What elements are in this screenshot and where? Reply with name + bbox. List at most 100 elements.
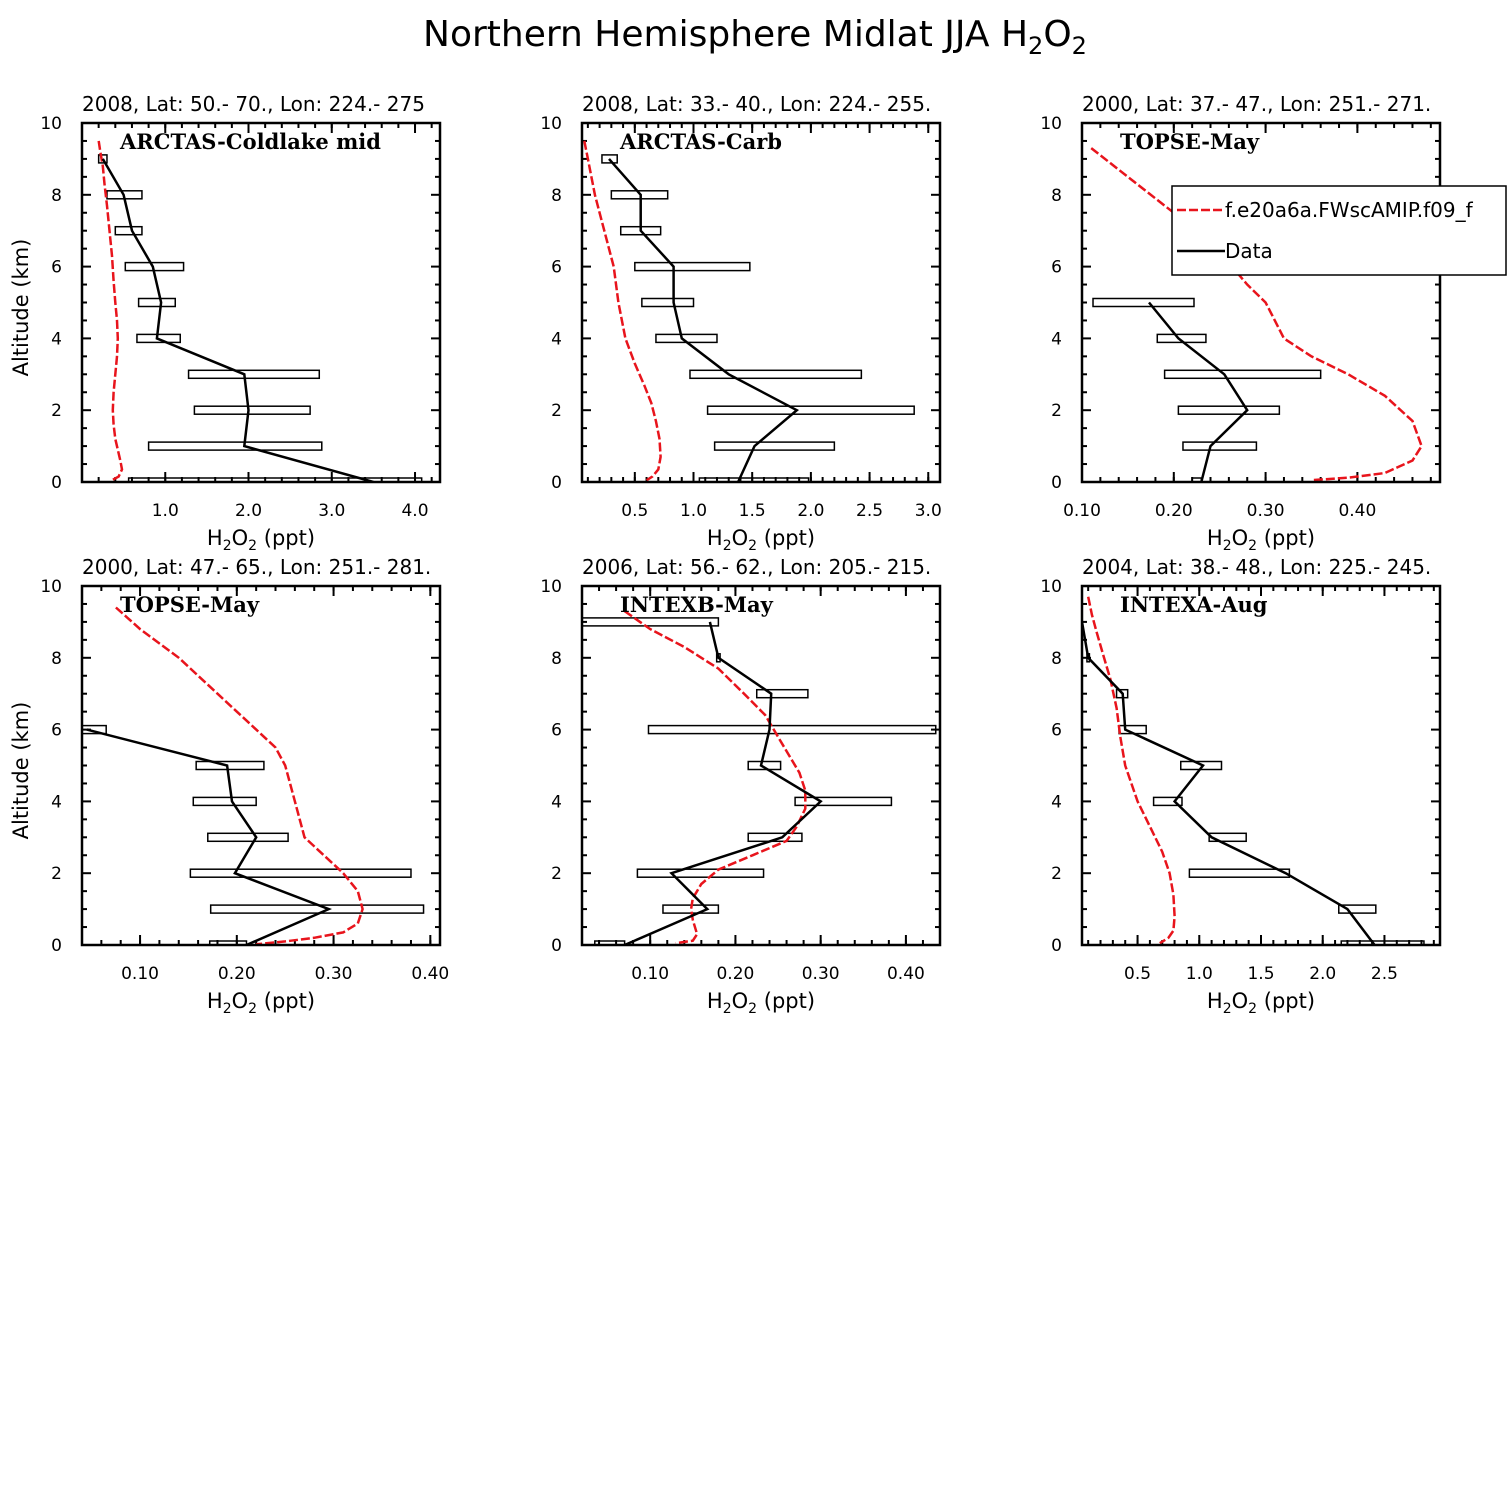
range-bar bbox=[1163, 369, 1322, 380]
campaign-label: INTEXB-May bbox=[620, 592, 774, 617]
figure-title: Northern Hemisphere Midlat JJA H2O2 bbox=[423, 14, 1087, 60]
x-tick-label: 2.0 bbox=[235, 501, 262, 521]
range-bar bbox=[97, 154, 108, 164]
y-tick-label: 2 bbox=[51, 401, 62, 421]
panel-6: 2004, Lat: 38.- 48., Lon: 225.- 245. 0 2 4 6… bbox=[1040, 555, 1442, 1017]
legend-data-label: Data bbox=[1225, 239, 1273, 263]
x-tick-label: 1.5 bbox=[739, 501, 766, 521]
y-tick-label: 0 bbox=[51, 473, 62, 493]
x-tick-label: 0.30 bbox=[315, 964, 353, 984]
x-tick-label: 3.0 bbox=[915, 501, 942, 521]
y-tick-label: 10 bbox=[1040, 114, 1062, 134]
plot-area bbox=[82, 606, 425, 945]
panel-title: 2000, Lat: 37.- 47., Lon: 251.- 271. bbox=[1082, 92, 1431, 116]
data-line bbox=[86, 728, 332, 945]
y-tick-label: 6 bbox=[551, 258, 562, 278]
range-bar bbox=[189, 868, 412, 878]
range-bar bbox=[127, 477, 423, 482]
y-tick-label: 6 bbox=[51, 258, 62, 278]
y-axis-label: Altitude (km) bbox=[9, 239, 33, 377]
range-bar bbox=[195, 760, 265, 771]
y-axis-label: Altitude (km) bbox=[9, 702, 33, 840]
range-bar bbox=[1340, 940, 1425, 945]
range-bar bbox=[209, 904, 425, 914]
y-tick-label: 0 bbox=[551, 473, 562, 493]
model-line bbox=[97, 140, 124, 482]
range-bar bbox=[594, 940, 626, 945]
x-tick-label: 0.10 bbox=[1063, 501, 1101, 521]
range-bar bbox=[636, 868, 765, 878]
plot-frame bbox=[580, 584, 942, 947]
x-tick-label: 0.10 bbox=[121, 964, 159, 984]
x-tick-label: 0.40 bbox=[887, 964, 925, 984]
range-bar bbox=[747, 832, 803, 843]
x-tick-label: 2.0 bbox=[797, 501, 824, 521]
panel-title: 2006, Lat: 56.- 62., Lon: 205.- 215. bbox=[582, 555, 931, 579]
range-bar bbox=[706, 405, 915, 415]
range-bar bbox=[713, 441, 836, 451]
y-tick-label: 0 bbox=[51, 936, 62, 956]
y-tick-label: 8 bbox=[51, 649, 62, 669]
plot-frame bbox=[80, 584, 442, 947]
y-tick-label: 6 bbox=[551, 721, 562, 741]
y-tick-label: 4 bbox=[1051, 792, 1062, 812]
range-bar bbox=[582, 617, 720, 627]
panel-2: 2008, Lat: 33.- 40., Lon: 224.- 255. 0 2 4 6… bbox=[540, 92, 941, 554]
x-tick-label: 0.20 bbox=[1155, 501, 1193, 521]
range-bar bbox=[689, 369, 863, 380]
range-bar bbox=[1208, 832, 1247, 843]
y-tick-label: 2 bbox=[551, 864, 562, 884]
y-tick-label: 4 bbox=[551, 329, 562, 349]
x-tick-label: 1.0 bbox=[1186, 964, 1213, 984]
campaign-label: INTEXA-Aug bbox=[1120, 592, 1268, 617]
range-bar bbox=[1092, 297, 1195, 308]
panel-title: 2008, Lat: 50.- 70., Lon: 224.- 275 bbox=[82, 92, 425, 116]
model-line bbox=[583, 140, 662, 482]
y-tick-label: 0 bbox=[1051, 473, 1062, 493]
range-bar bbox=[698, 477, 810, 482]
legend: f.e20a6a.FWscAMIP.f09_f Data bbox=[1171, 185, 1507, 276]
model-line bbox=[115, 606, 364, 945]
range-bar bbox=[137, 297, 176, 308]
x-tick-label: 0.20 bbox=[716, 964, 754, 984]
x-tick-label: 1.5 bbox=[1247, 964, 1274, 984]
range-bar bbox=[601, 154, 618, 164]
range-bar bbox=[634, 261, 751, 272]
range-bar bbox=[747, 760, 782, 771]
range-bar bbox=[1338, 904, 1377, 914]
x-tick-label: 1.0 bbox=[152, 501, 179, 521]
range-bar bbox=[114, 225, 143, 236]
y-tick-label: 8 bbox=[1051, 186, 1062, 206]
panel-title: 2008, Lat: 33.- 40., Lon: 224.- 255. bbox=[582, 92, 931, 116]
y-tick-label: 8 bbox=[1051, 649, 1062, 669]
plot-area bbox=[1082, 596, 1425, 945]
range-bar bbox=[187, 369, 321, 380]
y-tick-label: 10 bbox=[1040, 577, 1062, 597]
y-tick-label: 10 bbox=[540, 577, 562, 597]
y-tick-label: 2 bbox=[551, 401, 562, 421]
panel-3: 2000, Lat: 37.- 47., Lon: 251.- 271. 0 2 4 6… bbox=[1040, 92, 1507, 554]
range-bar bbox=[755, 688, 809, 699]
data-line bbox=[1148, 301, 1249, 482]
y-tick-label: 6 bbox=[51, 721, 62, 741]
model-line bbox=[1086, 596, 1176, 945]
plot-frame bbox=[580, 121, 942, 484]
campaign-label: TOPSE-May bbox=[120, 592, 260, 617]
y-tick-label: 2 bbox=[51, 864, 62, 884]
plot-frame bbox=[1080, 584, 1442, 947]
range-bar bbox=[147, 441, 323, 451]
range-bar bbox=[1182, 441, 1258, 451]
x-tick-label: 0.30 bbox=[1247, 501, 1285, 521]
y-tick-label: 0 bbox=[1051, 936, 1062, 956]
plot-area bbox=[582, 610, 937, 945]
range-bar bbox=[207, 832, 289, 843]
range-bar bbox=[82, 724, 107, 735]
x-tick-label: 2.5 bbox=[856, 501, 883, 521]
y-tick-label: 4 bbox=[1051, 329, 1062, 349]
range-bar bbox=[1191, 477, 1203, 482]
data-line bbox=[1082, 621, 1376, 945]
x-tick-label: 1.0 bbox=[680, 501, 707, 521]
y-tick-label: 4 bbox=[51, 329, 62, 349]
x-tick-label: 0.20 bbox=[218, 964, 256, 984]
y-tick-label: 8 bbox=[551, 186, 562, 206]
